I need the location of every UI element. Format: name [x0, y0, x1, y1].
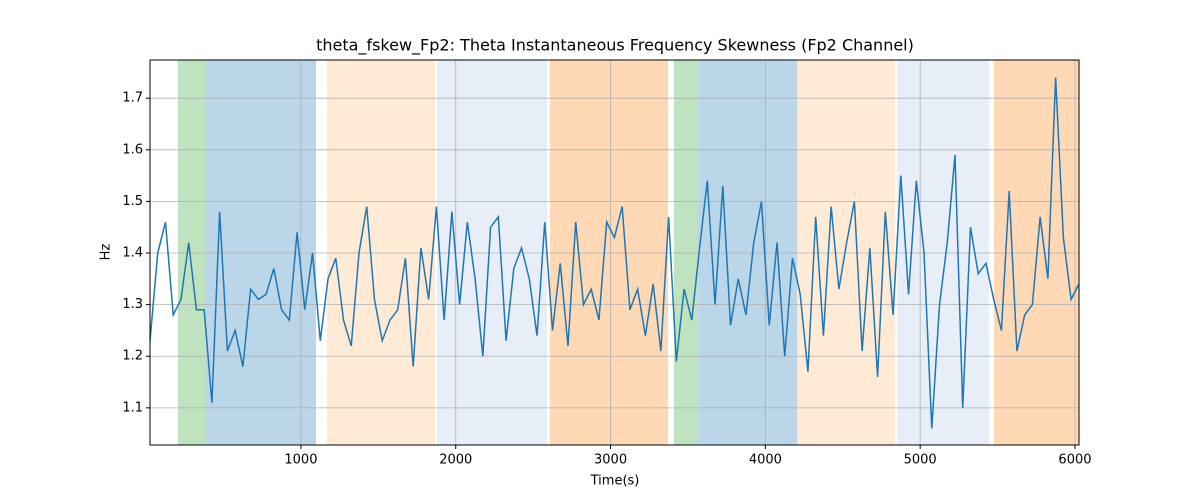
shaded-span: [437, 60, 548, 445]
x-tick-label: 5000: [904, 453, 937, 468]
y-tick-label: 1.4: [122, 246, 143, 261]
shaded-span: [797, 60, 896, 445]
y-tick-label: 1.5: [122, 194, 143, 209]
x-tick-label: 4000: [749, 453, 782, 468]
chart-title: theta_fskew_Fp2: Theta Instantaneous Fre…: [316, 36, 914, 56]
shaded-span: [326, 60, 436, 445]
y-tick-label: 1.7: [122, 91, 143, 106]
shaded-span: [897, 60, 990, 445]
data-line: [149, 77, 1080, 429]
x-tick-label: 2000: [439, 453, 472, 468]
y-axis-label: Hz: [99, 244, 114, 261]
shaded-span: [674, 60, 699, 445]
x-tick-label: 1000: [284, 453, 317, 468]
shaded-span: [549, 60, 668, 445]
y-tick-label: 1.2: [122, 349, 143, 364]
y-tick-label: 1.6: [122, 142, 143, 157]
y-tick-label: 1.3: [122, 297, 143, 312]
shaded-span: [698, 60, 798, 445]
y-tick-label: 1.1: [122, 400, 143, 415]
x-tick-label: 3000: [594, 453, 627, 468]
x-axis-label: Time(s): [590, 474, 640, 489]
plot-frame: [149, 59, 1080, 446]
shaded-span: [205, 60, 316, 445]
x-tick-label: 6000: [1058, 453, 1091, 468]
shaded-span: [177, 60, 206, 445]
